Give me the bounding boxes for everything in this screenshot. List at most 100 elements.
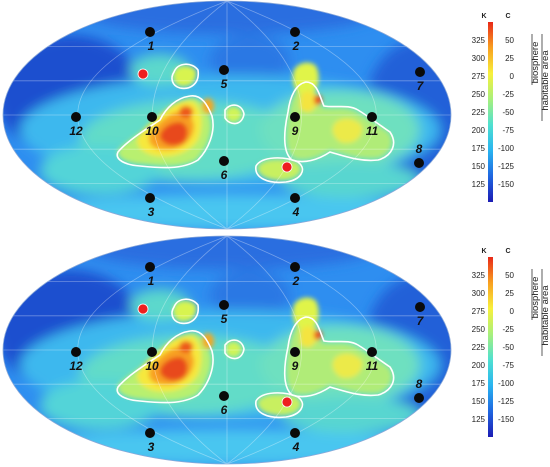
site-label-1: 1 — [148, 39, 155, 53]
celsius-tick-label: 0 — [510, 72, 515, 81]
colorbar-bottom: K C 325 50 300 25 275 0 250 -25 225 -50 200 -75 175 -10… — [458, 235, 550, 467]
colorbar-svg-top: K C 325 50 300 25 275 0 250 -25 225 -50 200 -75 175 -10… — [472, 13, 550, 202]
kelvin-tick-label: 325 — [472, 271, 486, 280]
site-marker-2[interactable] — [290, 262, 300, 272]
site-marker-12[interactable] — [71, 112, 81, 122]
site-marker-11[interactable] — [367, 347, 377, 357]
map-border — [2, 235, 452, 465]
site-marker-7[interactable] — [415, 67, 425, 77]
unit-kelvin-label: K — [481, 13, 486, 20]
site-marker-6[interactable] — [219, 391, 229, 401]
site-label-8: 8 — [416, 377, 423, 391]
site-label-5: 5 — [221, 312, 228, 326]
site-label-4: 4 — [292, 440, 300, 454]
celsius-tick-label: -125 — [498, 397, 515, 406]
temperature-map-top: 1 2 3 4 5 6 7 8 9 10 11 12 — [0, 0, 460, 232]
temperature-map-bottom: 1 2 3 4 5 6 7 8 9 10 11 12 — [0, 235, 460, 467]
site-marker-10[interactable] — [147, 347, 157, 357]
site-label-3: 3 — [148, 440, 155, 454]
celsius-tick-label: -75 — [502, 361, 514, 370]
celsius-tick-label: 0 — [510, 307, 515, 316]
colorbar-svg-bottom: K C 325 50 300 25 275 0 250 -25 225 -50 200 -75 175 -10… — [472, 248, 550, 437]
site-marker-12[interactable] — [71, 347, 81, 357]
site-label-2: 2 — [292, 39, 300, 53]
red-site-marker[interactable] — [137, 68, 149, 80]
site-label-11: 11 — [366, 124, 379, 138]
colorbar-gradient — [488, 22, 493, 202]
site-marker-8[interactable] — [414, 158, 424, 168]
celsius-tick-label: -25 — [502, 325, 514, 334]
site-marker-5[interactable] — [219, 300, 229, 310]
kelvin-tick-label: 300 — [472, 289, 486, 298]
kelvin-tick-label: 150 — [472, 397, 486, 406]
celsius-tick-label: -50 — [502, 343, 514, 352]
unit-celsius-label: C — [505, 248, 510, 255]
kelvin-tick-label: 125 — [472, 415, 486, 424]
site-label-6: 6 — [221, 168, 228, 182]
site-marker-3[interactable] — [145, 193, 155, 203]
habitable-area-label: habitable area — [540, 285, 550, 346]
kelvin-tick-label: 275 — [472, 72, 486, 81]
site-label-6: 6 — [221, 403, 228, 417]
site-label-4: 4 — [292, 205, 300, 219]
kelvin-tick-label: 200 — [472, 361, 486, 370]
site-label-7: 7 — [417, 314, 425, 328]
site-label-9: 9 — [292, 124, 299, 138]
red-site-marker[interactable] — [281, 396, 293, 408]
site-marker-1[interactable] — [145, 262, 155, 272]
site-label-10: 10 — [145, 124, 159, 138]
site-marker-10[interactable] — [147, 112, 157, 122]
kelvin-tick-label: 200 — [472, 126, 486, 135]
red-site-marker[interactable] — [281, 161, 293, 173]
map-surface — [3, 236, 451, 464]
kelvin-tick-label: 300 — [472, 54, 486, 63]
colorbar-top: K C 325 50 300 25 275 0 250 -25 225 -50 200 -75 175 -10… — [458, 0, 550, 232]
site-marker-4[interactable] — [290, 193, 300, 203]
unit-celsius-label: C — [505, 13, 510, 20]
site-label-9: 9 — [292, 359, 299, 373]
colorbar-gradient — [488, 257, 493, 437]
site-marker-6[interactable] — [219, 156, 229, 166]
kelvin-tick-label: 150 — [472, 162, 486, 171]
site-marker-8[interactable] — [414, 393, 424, 403]
site-marker-11[interactable] — [367, 112, 377, 122]
kelvin-tick-label: 175 — [472, 144, 486, 153]
kelvin-tick-label: 125 — [472, 180, 486, 189]
habitable-area-outline — [116, 298, 395, 419]
site-marker-1[interactable] — [145, 27, 155, 37]
site-marker-4[interactable] — [290, 428, 300, 438]
site-marker-9[interactable] — [290, 347, 300, 357]
habitable-area-label: habitable area — [540, 50, 550, 111]
kelvin-tick-label: 275 — [472, 307, 486, 316]
site-label-2: 2 — [292, 274, 300, 288]
map-border — [2, 0, 452, 230]
celsius-tick-label: -150 — [498, 180, 515, 189]
site-label-10: 10 — [145, 359, 159, 373]
celsius-tick-label: 50 — [505, 271, 514, 280]
celsius-tick-label: -100 — [498, 379, 515, 388]
site-marker-9[interactable] — [290, 112, 300, 122]
celsius-tick-label: 25 — [505, 54, 514, 63]
site-label-8: 8 — [416, 142, 423, 156]
celsius-tick-label: -25 — [502, 90, 514, 99]
site-label-1: 1 — [148, 274, 155, 288]
site-marker-5[interactable] — [219, 65, 229, 75]
site-label-12: 12 — [69, 124, 83, 138]
site-label-5: 5 — [221, 77, 228, 91]
kelvin-tick-label: 250 — [472, 90, 486, 99]
biosphere-label: biosphere — [530, 277, 541, 319]
site-label-12: 12 — [69, 359, 83, 373]
kelvin-tick-label: 325 — [472, 36, 486, 45]
site-marker-2[interactable] — [290, 27, 300, 37]
unit-kelvin-label: K — [481, 248, 486, 255]
kelvin-tick-label: 225 — [472, 108, 486, 117]
site-marker-7[interactable] — [415, 302, 425, 312]
kelvin-tick-label: 225 — [472, 343, 486, 352]
kelvin-tick-label: 250 — [472, 325, 486, 334]
celsius-tick-label: -150 — [498, 415, 515, 424]
site-label-11: 11 — [366, 359, 379, 373]
red-site-marker[interactable] — [137, 303, 149, 315]
site-marker-3[interactable] — [145, 428, 155, 438]
